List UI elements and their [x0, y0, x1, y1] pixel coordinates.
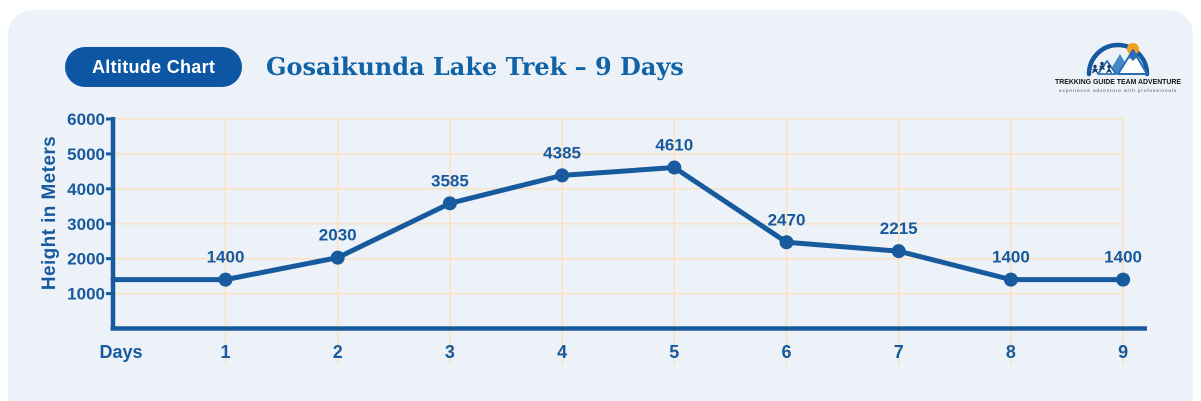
data-point-day-7 — [891, 244, 906, 259]
altitude-chart-badge: Altitude Chart — [65, 47, 243, 87]
x-tick-label: 3 — [445, 342, 455, 362]
data-point-day-3 — [442, 196, 457, 211]
x-tick-label: 9 — [1118, 342, 1128, 362]
x-axis-title: Days — [99, 342, 142, 362]
data-point-day-1 — [218, 272, 233, 287]
value-label-day-7: 2215 — [880, 219, 918, 238]
data-point-day-9 — [1116, 272, 1131, 287]
hikers-icon — [1092, 61, 1112, 74]
x-tick-label: 1 — [220, 342, 230, 362]
x-tick-label: 6 — [781, 342, 791, 362]
value-label-day-4: 4385 — [543, 143, 581, 162]
logo-graphic: TREKKING GUIDE TEAM ADVENTURE experience… — [1055, 42, 1181, 93]
logo-arch-icon — [1086, 42, 1150, 77]
altitude-line — [110, 165, 1126, 283]
value-label-day-8: 1400 — [992, 248, 1030, 267]
y-tick-label: 1000 — [67, 285, 105, 304]
y-tick-label: 5000 — [67, 145, 105, 164]
x-tick-label: 5 — [669, 342, 679, 362]
logo-tagline: experience adventure with professionals — [1059, 88, 1177, 93]
page-title: Gosaikunda Lake Trek – 9 Days — [266, 52, 684, 81]
data-point-day-5 — [667, 160, 682, 175]
data-point-day-2 — [330, 250, 345, 265]
x-tick-label: 7 — [894, 342, 904, 362]
y-tick-label: 6000 — [67, 110, 105, 129]
data-point-day-4 — [555, 168, 570, 183]
data-point-day-6 — [779, 235, 794, 250]
x-tick-label: 4 — [557, 342, 567, 362]
value-label-day-2: 2030 — [319, 226, 357, 245]
data-point-day-8 — [1003, 272, 1018, 287]
value-label-day-5: 4610 — [655, 136, 693, 155]
company-logo: TREKKING GUIDE TEAM ADVENTURE experience… — [1048, 34, 1188, 102]
value-label-day-1: 1400 — [207, 248, 245, 267]
value-label-day-3: 3585 — [431, 171, 469, 190]
y-tick-label: 2000 — [67, 250, 105, 269]
x-tick-label: 2 — [333, 342, 343, 362]
x-tick-label: 8 — [1006, 342, 1016, 362]
y-tick-label: 3000 — [67, 215, 105, 234]
y-axis-title: Height in Meters — [39, 136, 60, 290]
chart-card: Altitude Chart Gosaikunda Lake Trek – 9 … — [8, 10, 1193, 401]
y-tick-label: 4000 — [67, 180, 105, 199]
value-label-day-9: 1400 — [1104, 248, 1142, 267]
value-label-day-6: 2470 — [768, 210, 806, 229]
mountains-icon — [1097, 49, 1148, 75]
logo-name: TREKKING GUIDE TEAM ADVENTURE — [1055, 77, 1181, 86]
